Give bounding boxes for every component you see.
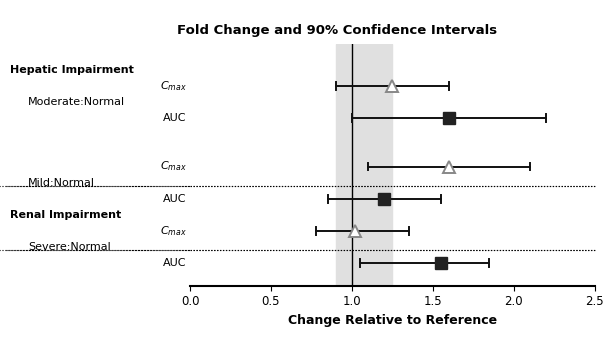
Text: $C_{max}$: $C_{max}$ <box>159 224 186 238</box>
Text: AUC: AUC <box>163 113 186 123</box>
Text: AUC: AUC <box>163 258 186 268</box>
Text: Moderate:Normal: Moderate:Normal <box>28 97 125 107</box>
Text: Severe:Normal: Severe:Normal <box>28 242 111 252</box>
X-axis label: Change Relative to Reference: Change Relative to Reference <box>287 314 497 327</box>
Text: Mild:Normal: Mild:Normal <box>28 177 95 188</box>
Text: $C_{max}$: $C_{max}$ <box>159 159 186 173</box>
Text: AUC: AUC <box>163 194 186 204</box>
Bar <box>336 44 392 286</box>
Text: $C_{max}$: $C_{max}$ <box>159 79 186 93</box>
Text: Renal Impairment: Renal Impairment <box>10 210 121 220</box>
Text: Hepatic Impairment: Hepatic Impairment <box>10 65 134 75</box>
Text: Fold Change and 90% Confidence Intervals: Fold Change and 90% Confidence Intervals <box>177 24 497 37</box>
